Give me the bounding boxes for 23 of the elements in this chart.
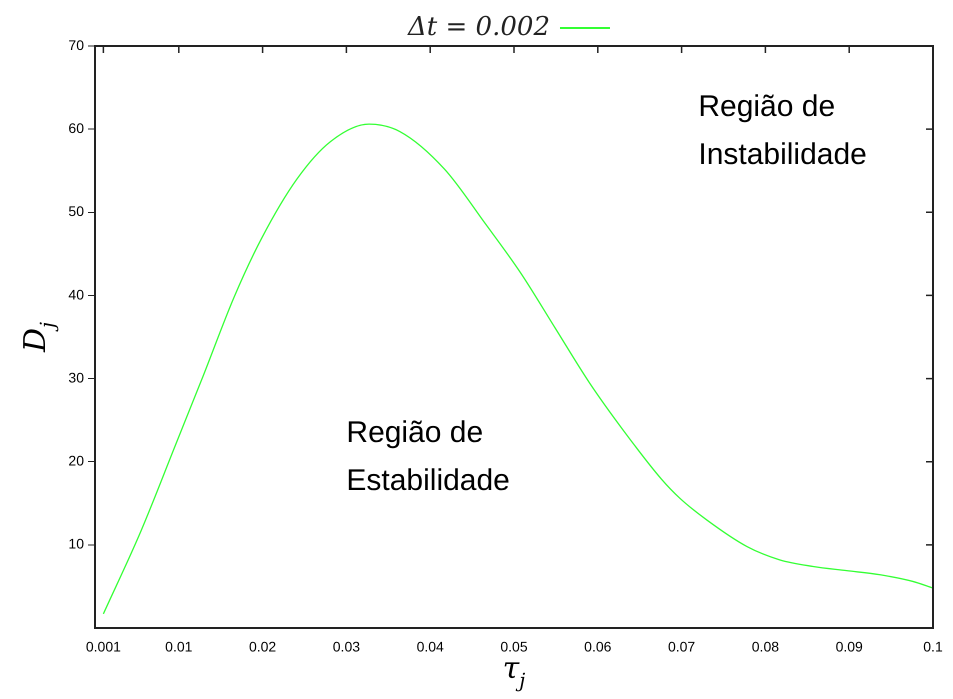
y-tick-label: 70 [68, 36, 84, 53]
y-tick-label: 20 [68, 452, 84, 469]
y-tick-label: 50 [68, 203, 84, 220]
line-series [102, 124, 933, 615]
x-tick-label: 0.04 [416, 638, 444, 654]
y-tick-label: 30 [68, 369, 84, 386]
y-axis-title: Dj [18, 322, 59, 354]
x-tick-label: 0.06 [584, 638, 612, 654]
y-tick-label: 60 [68, 120, 84, 136]
x-tick-label: 0.001 [86, 638, 122, 654]
x-tick-label: 0.03 [332, 638, 360, 654]
x-tick-label: 0.05 [500, 638, 528, 654]
y-tick-label: 10 [68, 536, 84, 552]
annotation: Região de Estabilidade [346, 416, 510, 497]
x-tick-label: 0.07 [668, 638, 696, 654]
x-tick-label: 0.01 [165, 638, 193, 654]
x-tick-label: 0.08 [752, 638, 780, 654]
legend-label: Δt = 0.002 [407, 12, 550, 42]
annotation: Região de Instabilidade [698, 90, 867, 171]
x-tick-label: 0.09 [836, 638, 864, 654]
x-tick-label: 0.1 [923, 638, 943, 654]
y-tick-label: 40 [68, 286, 84, 302]
x-tick-label: 0.02 [248, 638, 276, 654]
